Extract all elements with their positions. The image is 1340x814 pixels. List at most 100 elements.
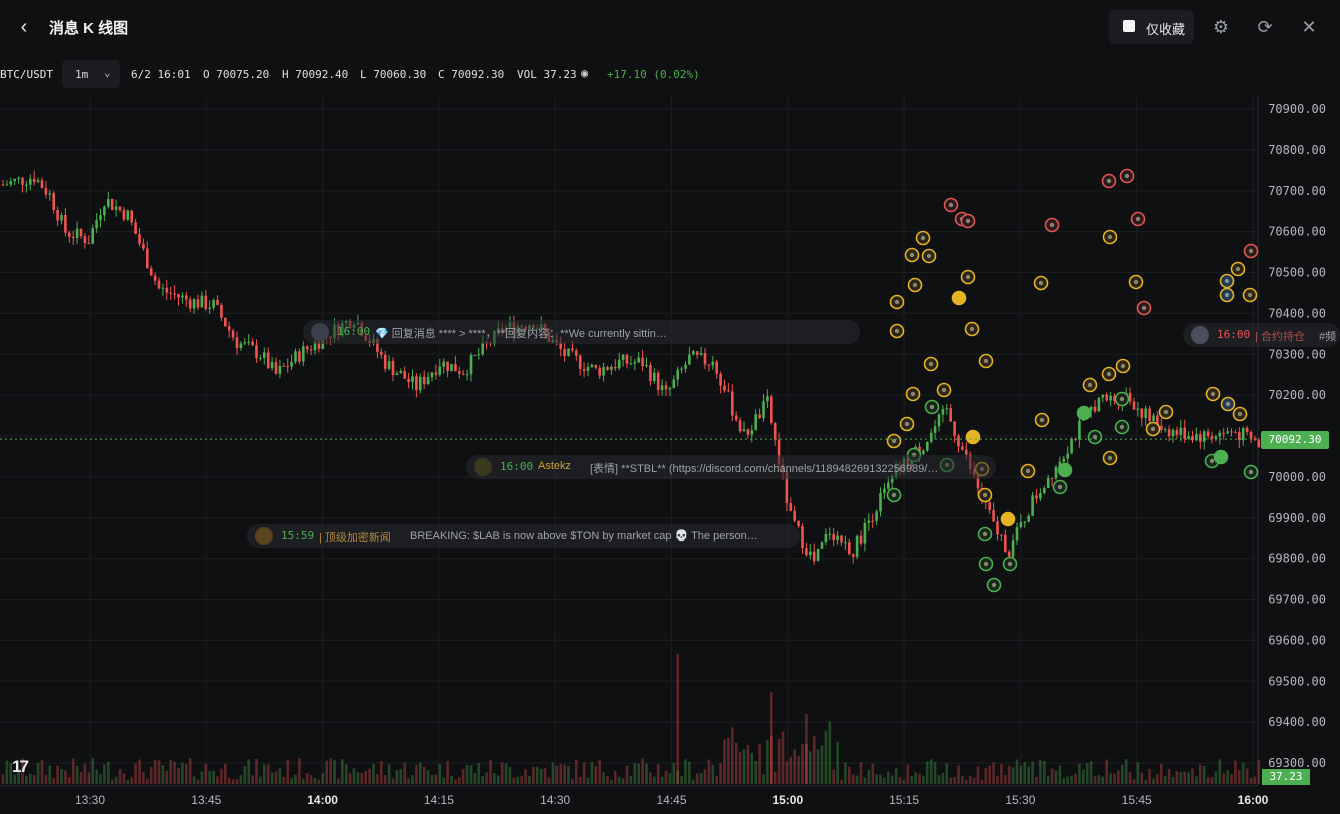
volume-bar xyxy=(493,773,496,784)
volume-bar xyxy=(1140,772,1144,784)
candle-body xyxy=(1160,425,1163,430)
volume-bar xyxy=(227,777,231,784)
candle-body xyxy=(1226,431,1229,434)
volume-bar xyxy=(75,765,79,784)
checkbox[interactable] xyxy=(1123,20,1135,32)
candle-body xyxy=(582,369,586,371)
candle-body xyxy=(933,426,937,433)
volume-bar xyxy=(563,764,566,784)
volume-bar xyxy=(52,778,55,784)
volume-bar xyxy=(797,756,800,784)
volume-bar xyxy=(848,766,851,784)
volume-bar xyxy=(625,765,629,784)
volume-bar xyxy=(750,752,754,784)
volume-bar xyxy=(980,779,984,784)
candle-body xyxy=(399,371,403,374)
candle-body xyxy=(469,355,473,375)
candle-body xyxy=(317,341,321,349)
news-marker-icon xyxy=(894,299,900,305)
back-arrow-icon[interactable]: ‹ xyxy=(20,16,28,38)
news-marker-icon xyxy=(929,404,935,410)
volume-bar xyxy=(165,770,169,784)
volume-bar xyxy=(426,770,430,784)
candle-body xyxy=(1046,477,1050,489)
candle-body xyxy=(703,353,707,365)
candle-body xyxy=(454,363,457,372)
volume-bar xyxy=(773,771,777,784)
candle-body xyxy=(1253,438,1257,440)
time-tick-label: 14:15 xyxy=(424,793,454,807)
candle-body xyxy=(746,429,750,435)
news-item[interactable]: 16:00 💎 回复消息 **** > ****，**回复内容：**We cur… xyxy=(303,320,860,344)
volume-bar xyxy=(910,776,913,784)
candle-body xyxy=(302,346,305,362)
volume-bar xyxy=(138,759,141,784)
candle-body xyxy=(220,304,223,318)
news-item[interactable]: 16:00 Astekz [表情] **STBL** (https://disc… xyxy=(466,455,996,479)
volume-bar xyxy=(816,749,820,784)
volume-bar xyxy=(1202,765,1206,784)
volume-bar xyxy=(1043,760,1046,784)
price-tick-label: 70600.00 xyxy=(1268,225,1326,239)
candle-body xyxy=(1043,488,1046,494)
volume-bar xyxy=(984,767,988,784)
volume-bar xyxy=(516,776,520,784)
volume-bar xyxy=(1234,760,1237,784)
candle-body xyxy=(216,299,219,305)
volume-bar xyxy=(633,763,637,784)
news-marker-icon xyxy=(969,326,975,332)
candle-body xyxy=(1011,540,1015,557)
news-marker-icon xyxy=(965,218,971,224)
volume-bar xyxy=(317,779,321,784)
candle-body xyxy=(1230,431,1233,433)
volume-bar xyxy=(212,770,215,784)
candle-body xyxy=(153,275,157,281)
candle-body xyxy=(887,482,890,489)
candle-body xyxy=(251,341,254,346)
volume-bar xyxy=(1113,773,1116,784)
interval-select[interactable]: 1m ⌄ xyxy=(62,60,120,88)
candle-body xyxy=(851,554,855,557)
volume-bar xyxy=(668,773,672,784)
candle-body xyxy=(848,542,851,555)
candle-body xyxy=(610,366,613,370)
volume-bar xyxy=(500,762,504,784)
news-source-icon xyxy=(1191,326,1209,344)
volume-bar xyxy=(17,769,20,784)
candle-body xyxy=(442,361,445,367)
gear-icon[interactable]: ⚙ xyxy=(1212,17,1230,37)
candle-body xyxy=(75,228,79,239)
news-item[interactable]: 16:00 | 合约持仓 #频 xyxy=(1183,323,1340,347)
candle-body xyxy=(458,371,461,374)
candle-body xyxy=(247,341,250,343)
refresh-icon[interactable]: ⟳ xyxy=(1257,17,1273,37)
volume-bar xyxy=(801,744,804,784)
volume-bar xyxy=(1023,762,1027,784)
candle-body xyxy=(1167,429,1171,437)
candle-body xyxy=(824,534,828,543)
candle-body xyxy=(461,373,465,375)
close-icon[interactable]: ✕ xyxy=(1301,17,1317,37)
volume-bar xyxy=(996,776,999,784)
favorites-only-toggle[interactable]: 仅收藏 xyxy=(1109,10,1194,44)
candle-body xyxy=(1062,458,1066,462)
volume-bar xyxy=(1070,775,1073,784)
candle-body xyxy=(110,199,114,210)
news-item[interactable]: 15:59 | 顶级加密新闻 BREAKING: $LAB is now abo… xyxy=(247,524,800,548)
news-markers xyxy=(886,168,1259,593)
volume-bar xyxy=(185,764,188,784)
volume-bar xyxy=(551,762,555,784)
candle-body xyxy=(450,363,453,372)
candle-body xyxy=(805,548,808,556)
candle-body xyxy=(688,354,691,365)
candle-body xyxy=(586,366,590,371)
candle-body xyxy=(79,228,83,237)
candle-body xyxy=(840,535,843,543)
candle-body xyxy=(684,364,687,369)
price-tick-label: 70400.00 xyxy=(1268,306,1326,320)
eye-icon[interactable]: ◉ xyxy=(581,66,589,80)
volume-bar xyxy=(32,774,36,784)
volume-bar xyxy=(1136,762,1140,784)
news-time: 15:59 xyxy=(281,529,315,542)
volume-bar xyxy=(1245,768,1249,784)
